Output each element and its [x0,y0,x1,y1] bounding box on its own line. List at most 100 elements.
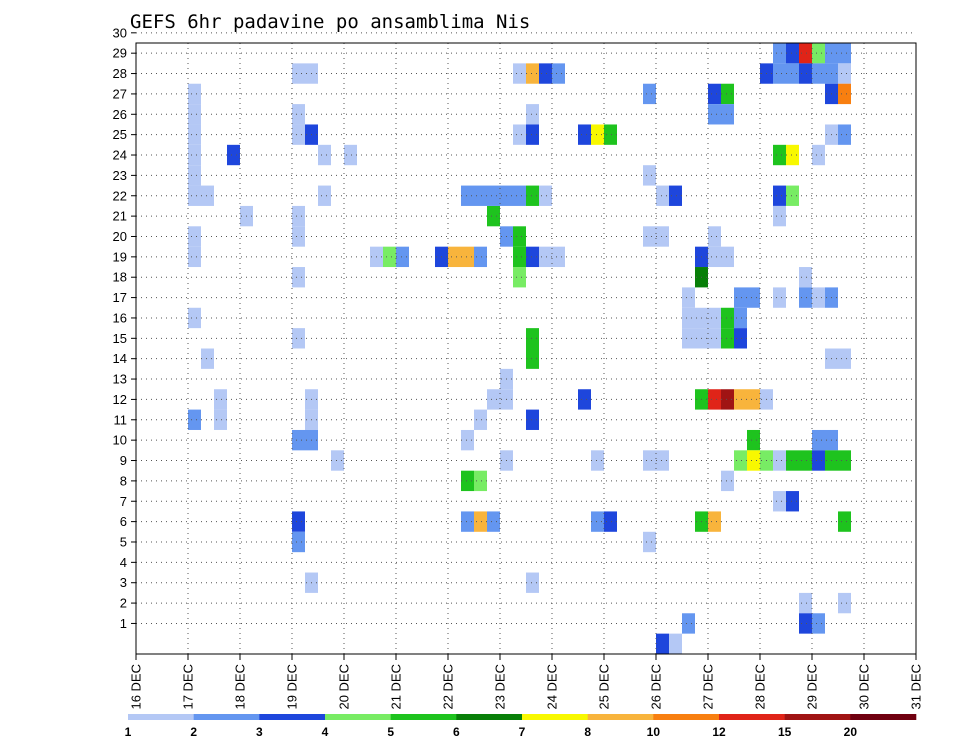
precip-cell [708,83,721,105]
ticks-layer: 1234567891011121314151617181920212223242… [113,25,924,709]
colorbar-swatch [719,714,785,720]
precip-cell [513,124,526,145]
precip-cell [292,511,305,532]
precip-cell [786,491,799,512]
precip-cell [591,511,604,532]
y-tick-label: 10 [113,433,127,448]
precip-cell [838,43,851,64]
precip-cell [292,124,305,145]
precip-cell [331,450,344,471]
precip-cell [786,43,799,64]
y-tick-label: 23 [113,168,127,183]
precip-cell [812,429,825,451]
precip-cell [656,185,669,206]
precip-cell [643,226,656,247]
colorbar-swatch [587,714,654,720]
precip-cell [448,246,461,268]
precip-cell [188,226,201,247]
precip-cell [201,348,214,369]
precip-cell [708,511,721,532]
precip-cell [747,389,760,410]
precip-cell [188,83,201,105]
precip-cell [773,43,786,64]
precip-cell [838,63,851,84]
precip-cell [747,429,760,451]
precip-cell [721,104,734,125]
y-tick-label: 27 [113,86,127,101]
colorbar-swatch [193,714,260,720]
precip-cell [292,104,305,125]
x-tick-label: 17 DEC [181,664,196,710]
precip-cell [734,389,747,410]
precip-cell [708,226,721,247]
x-tick-label: 31 DEC [909,664,924,710]
colorbar-swatch [390,714,457,720]
precip-cell [747,450,760,471]
colorbar-label: 10 [647,725,661,739]
precip-cell [591,124,604,145]
x-tick-label: 26 DEC [649,664,664,710]
precip-cell [838,450,851,471]
x-tick-label: 24 DEC [545,664,560,710]
y-tick-label: 24 [113,148,127,163]
y-tick-label: 26 [113,107,127,122]
precip-cell [721,389,734,410]
x-tick-label: 19 DEC [285,664,300,710]
precip-cell [799,613,812,634]
precip-cell [344,144,357,166]
y-tick-label: 18 [113,270,127,285]
colorbar-swatch [325,714,391,720]
precip-cell [604,124,617,145]
y-tick-label: 4 [120,555,127,570]
precip-cell [292,531,305,553]
precip-cell [513,63,526,84]
precip-cell [214,389,227,410]
colorbar-swatch [850,714,917,720]
precip-cell [526,572,539,593]
precip-cell [838,511,851,532]
x-tick-label: 29 DEC [805,664,820,710]
y-tick-label: 12 [113,392,127,407]
precip-cell [539,63,552,84]
precip-cell [708,307,721,329]
y-tick-label: 17 [113,290,127,305]
precip-cell [838,124,851,145]
x-tick-label: 28 DEC [753,664,768,710]
precip-cell [461,511,474,532]
precip-cell [292,267,305,288]
precip-cell [734,328,747,349]
precip-cell [526,328,539,349]
colorbar: 1 2 3 4 5 6 7 8 10 12 15 20 [125,714,917,739]
colorbar-swatch [522,714,588,720]
precip-cell [396,246,409,268]
colorbar-swatch [259,714,326,720]
y-tick-label: 3 [120,575,127,590]
x-tick-label: 21 DEC [389,664,404,710]
y-tick-label: 5 [120,534,127,549]
precip-cell [734,287,747,308]
precip-cell [708,389,721,410]
precip-cell [188,307,201,329]
precip-cell [812,613,825,634]
precip-cell [786,144,799,166]
precip-cell [526,124,539,145]
precip-cell [383,246,396,268]
precip-cell [227,144,240,166]
colorbar-label: 8 [584,725,591,739]
x-tick-label: 30 DEC [857,664,872,710]
colorbar-label: 5 [387,725,394,739]
colorbar-label: 7 [519,725,526,739]
precip-cell [474,470,487,492]
precip-cell [292,226,305,247]
precip-cell [812,63,825,84]
precip-cell [734,450,747,471]
precip-cell [682,287,695,308]
y-tick-label: 2 [120,596,127,611]
precip-cell [188,246,201,268]
precip-cell [799,43,812,64]
precip-cell [461,470,474,492]
precip-cell [643,450,656,471]
precip-cell [682,613,695,634]
precip-cell [474,511,487,532]
